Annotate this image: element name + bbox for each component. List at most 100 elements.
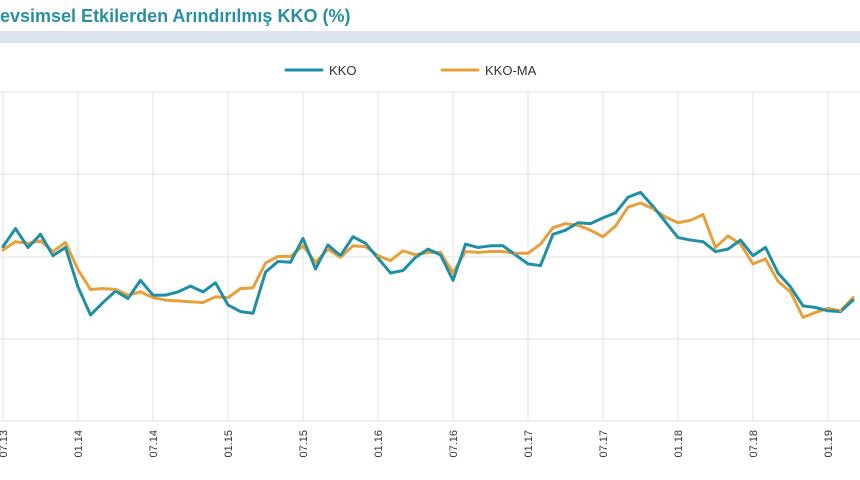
kko-ma-point: [114, 288, 117, 291]
kko-point: [801, 304, 805, 308]
kko-point: [751, 254, 755, 258]
kko-point: [426, 247, 430, 251]
x-tick-label: 07.13: [0, 430, 10, 458]
kko-ma-point: [764, 257, 767, 261]
kko-point: [164, 293, 167, 297]
kko-point: [789, 285, 792, 289]
kko-ma-point: [576, 223, 580, 227]
kko-point: [526, 262, 530, 266]
kko-point: [264, 270, 267, 274]
kko-ma-point: [51, 250, 55, 253]
kko-point: [639, 190, 642, 194]
chart-title: evsimsel Etkilerden Arındırılmış KKO (%): [0, 6, 351, 26]
kko-point: [401, 269, 405, 272]
kko-ma-point: [776, 279, 780, 283]
kko-ma-point: [614, 224, 617, 228]
kko-point: [664, 220, 667, 224]
legend-kko-label: KKO: [329, 63, 356, 78]
kko-point: [714, 250, 717, 253]
kko-point: [476, 246, 480, 249]
kko-ma-point: [564, 222, 567, 226]
kko-ma-point: [651, 207, 655, 211]
kko-ma-point: [1, 248, 5, 252]
kko-ma-point: [189, 300, 192, 304]
kko-ma-point: [14, 240, 17, 244]
x-tick-label: 01.15: [223, 430, 235, 458]
kko-point: [689, 238, 692, 242]
kko-ma-point: [639, 201, 642, 205]
kko-ma-point: [176, 299, 180, 303]
gridlines: [0, 91, 860, 422]
title-bar: evsimsel Etkilerden Arındırılmış KKO (%): [0, 0, 860, 32]
kko-ma-point: [726, 234, 730, 238]
kko-point: [439, 253, 442, 257]
kko-point: [14, 227, 17, 230]
kko-ma-point: [476, 250, 480, 254]
kko-point: [564, 228, 567, 232]
kko-ma-point: [689, 218, 692, 222]
kko-point: [301, 237, 305, 240]
kko-point: [376, 256, 380, 260]
kko-point: [176, 290, 180, 294]
kko-ma-point: [551, 226, 555, 230]
kko-point: [201, 290, 205, 294]
kko-ma-point: [226, 296, 230, 300]
kko-point: [489, 244, 492, 248]
kko-ma-point: [739, 242, 742, 246]
kko-ma-point: [801, 315, 805, 319]
kko-point: [1, 245, 5, 249]
kko-point: [651, 204, 655, 208]
kko-point: [414, 255, 417, 259]
series-points: [1, 190, 855, 319]
legend-kko-ma-label: KKO-MA: [485, 63, 537, 78]
kko-ma-point: [151, 296, 155, 300]
kko-point: [189, 284, 192, 288]
kko-ma-point: [39, 239, 42, 243]
kko-ma-point: [364, 245, 367, 249]
kko-ma-point: [214, 295, 217, 299]
kko-point: [676, 236, 680, 239]
kko-point: [101, 301, 105, 304]
kko-ma-point: [414, 253, 417, 257]
kko-ma-point: [239, 287, 242, 290]
kko-point: [464, 242, 467, 246]
x-tick-label: 01.17: [523, 430, 535, 458]
kko-point: [239, 310, 242, 314]
kko-point: [39, 232, 42, 236]
kko-point: [726, 247, 730, 251]
title-rule: [0, 31, 860, 43]
kko-ma-point: [314, 260, 317, 264]
kko-ma-point: [589, 228, 592, 232]
kko-ma-point: [539, 242, 542, 246]
kko-ma-point: [401, 249, 405, 253]
series-lines: [1, 190, 855, 319]
kko-point: [739, 238, 742, 242]
kko-ma-point: [789, 290, 792, 294]
kko-point: [64, 246, 67, 249]
kko-point: [89, 313, 92, 317]
kko-ma-point: [326, 247, 330, 251]
kko-point: [701, 240, 705, 244]
kko-point: [539, 264, 542, 267]
kko-ma-point: [139, 290, 142, 294]
kko-ma-point: [514, 251, 517, 255]
kko-ma-point: [276, 255, 280, 258]
kko-ma-point: [464, 250, 467, 253]
kko-point: [551, 232, 555, 236]
kko-ma-point: [126, 293, 130, 297]
kko-ma-point: [251, 286, 255, 290]
x-tick-label: 01.19: [823, 430, 835, 458]
kko-ma-point: [389, 259, 392, 263]
kko-ma-point: [376, 254, 380, 258]
kko-point: [351, 235, 355, 239]
kko-point: [626, 195, 630, 199]
x-tick-label: 07.16: [448, 430, 460, 458]
kko-point: [151, 293, 155, 297]
kko-ma-point: [164, 298, 167, 302]
kko-point: [289, 260, 292, 264]
kko-ma-point: [501, 250, 505, 253]
kko-ma-point: [26, 241, 30, 245]
kko-ma-point: [489, 250, 492, 253]
